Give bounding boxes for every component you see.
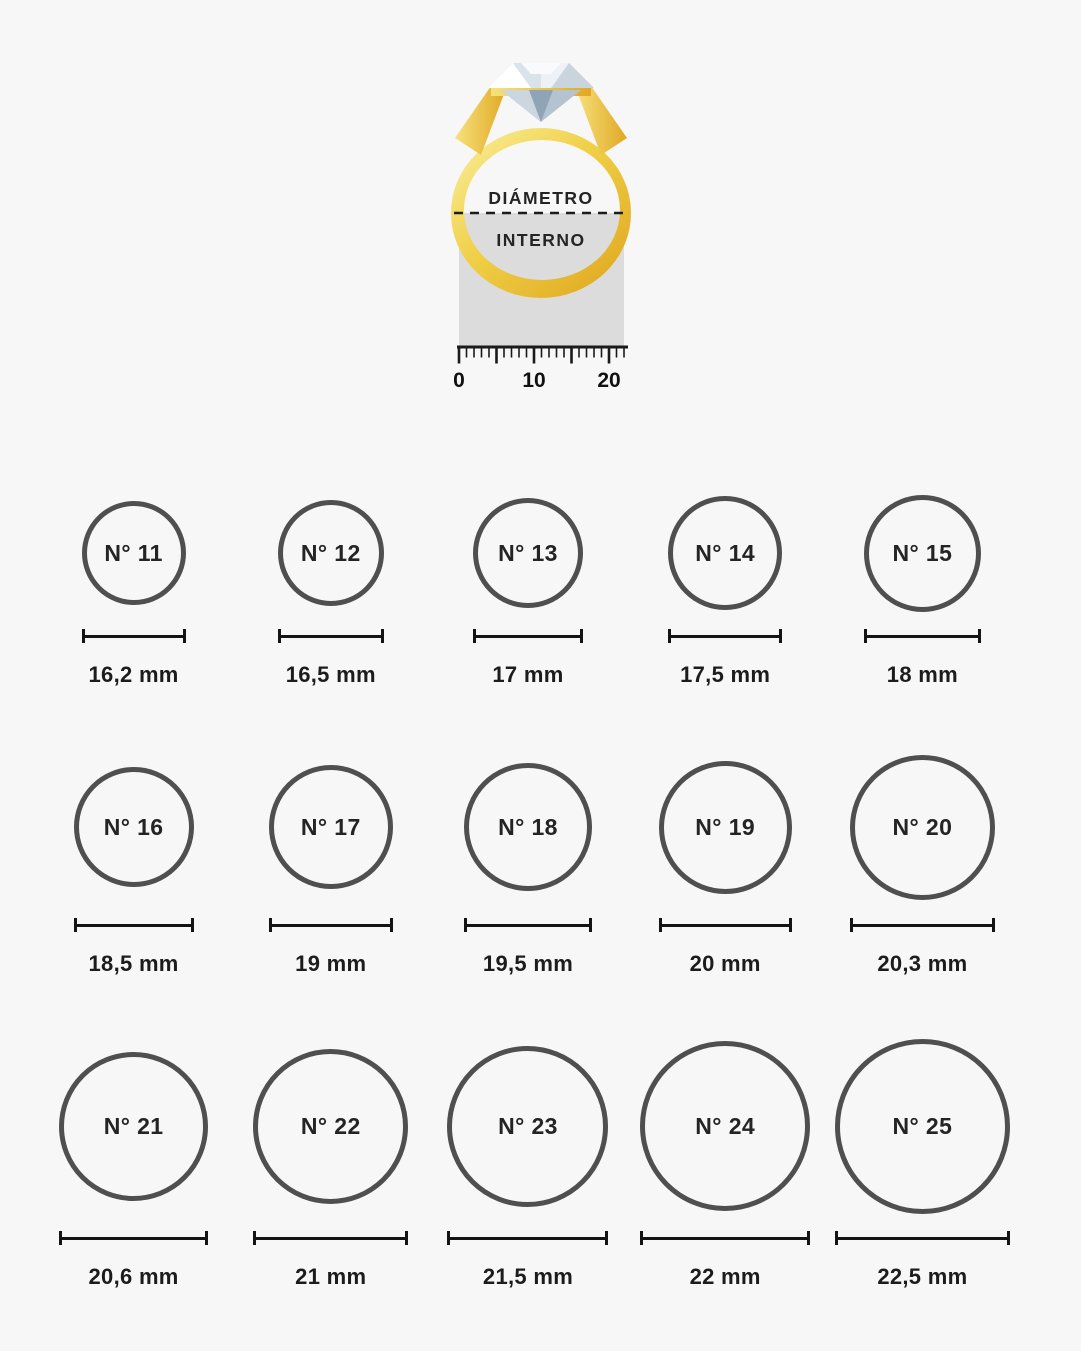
ruler-ticks: [457, 348, 625, 364]
ring-diameter-label: 20,3 mm: [877, 951, 968, 976]
ring-size-item: N° 21 20,6 mm: [59, 1037, 209, 1290]
ring-size-item: N° 13 17 mm: [472, 493, 583, 688]
size-row-2: N° 16 18,5 mm N° 17 19 mm N° 18 19,5 mm …: [35, 752, 1021, 977]
ring-diameter-label: 21,5 mm: [482, 1264, 574, 1289]
ring-size-item: N° 12 16,5 mm: [277, 493, 384, 688]
ring-number: N° 12: [300, 539, 361, 566]
diamond-icon: [487, 63, 594, 88]
diameter-measure-line: [253, 1231, 409, 1245]
ring-circle: N° 22: [253, 1048, 409, 1204]
ring-number: N° 17: [300, 813, 361, 840]
diameter-measure-line: [81, 629, 186, 643]
diameter-measure-line: [277, 629, 384, 643]
ring-number: N° 16: [103, 813, 164, 840]
ring-circle: N° 14: [668, 496, 783, 610]
diamond-pavilion: [500, 90, 581, 122]
ring-diameter-label: 20,6 mm: [88, 1264, 179, 1289]
ring-number: N° 19: [695, 813, 756, 840]
ring-number: N° 25: [892, 1112, 953, 1139]
ring-circle: N° 17: [268, 765, 393, 889]
ring-size-item: N° 25 22,5 mm: [834, 1037, 1010, 1290]
ring-circle: N° 11: [81, 501, 186, 605]
ring-diameter-label: 16,2 mm: [88, 662, 179, 687]
diameter-measure-line: [268, 918, 393, 932]
diameter-measure-line: [447, 1231, 609, 1245]
ring-circle: N° 25: [834, 1038, 1010, 1214]
ring-number: N° 18: [498, 813, 558, 840]
ring-circle: N° 24: [640, 1041, 811, 1211]
diameter-measure-line: [640, 1231, 811, 1245]
ring-diameter-label: 20 mm: [689, 951, 761, 976]
ring-diameter-label: 18,5 mm: [88, 951, 179, 976]
ring-circle: N° 18: [463, 763, 592, 891]
ring-size-item: N° 17 19 mm: [268, 752, 393, 977]
ring-circle: N° 12: [277, 500, 384, 606]
ring-diameter-label: 22,5 mm: [877, 1264, 968, 1289]
ring-number: N° 13: [498, 539, 558, 566]
diameter-measure-line: [863, 629, 981, 643]
ring-circle: N° 23: [447, 1045, 609, 1207]
ring-diameter-label: 16,5 mm: [285, 662, 376, 687]
ring-size-item: N° 24 22 mm: [640, 1037, 811, 1290]
ring-circle: N° 19: [658, 760, 792, 894]
diameter-measure-line: [668, 629, 783, 643]
diameter-measure-line: [849, 918, 995, 932]
ring-number: N° 20: [892, 813, 953, 840]
ring-number: N° 11: [104, 539, 163, 566]
diameter-measure-line: [658, 918, 792, 932]
ruler: 0 10 20: [453, 345, 628, 392]
ring-size-item: N° 14 17,5 mm: [668, 493, 783, 688]
ring-number: N° 22: [300, 1112, 361, 1139]
ring-size-item: N° 22 21 mm: [253, 1037, 409, 1290]
diameter-measure-line: [59, 1231, 209, 1245]
ruler-label-0: 0: [453, 369, 465, 392]
ring-size-item: N° 16 18,5 mm: [73, 752, 194, 977]
ring-size-item: N° 23 21,5 mm: [447, 1037, 609, 1290]
ring-size-item: N° 15 18 mm: [863, 493, 981, 688]
diameter-label-line1: DIÁMETRO: [488, 187, 593, 208]
ring-size-item: N° 20 20,3 mm: [849, 752, 995, 977]
diameter-measure-line: [834, 1231, 1010, 1245]
ring-diameter-label: 19,5 mm: [482, 951, 574, 976]
ring-diameter-label: 19 mm: [295, 951, 367, 976]
ring-diagram: DIÁMETRO INTERNO 0 10 20: [0, 0, 1081, 395]
ring-diameter-label: 17 mm: [492, 662, 564, 687]
ring-number: N° 21: [103, 1112, 164, 1139]
ring-illustration: DIÁMETRO INTERNO 0 10 20: [450, 63, 631, 392]
diameter-measure-line: [472, 629, 583, 643]
diameter-measure-line: [463, 918, 592, 932]
diameter-measure-line: [73, 918, 194, 932]
ring-number: N° 23: [498, 1112, 558, 1139]
ring-diameter-label: 22 mm: [689, 1264, 761, 1289]
size-row-3: N° 21 20,6 mm N° 22 21 mm N° 23 21,5 mm …: [35, 1037, 1021, 1290]
ring-size-item: N° 19 20 mm: [658, 752, 792, 977]
size-chart: N° 11 16,2 mm N° 12 16,5 mm N° 13 17 mm …: [0, 493, 1081, 1290]
ring-diameter-label: 17,5 mm: [680, 662, 771, 687]
size-row-1: N° 11 16,2 mm N° 12 16,5 mm N° 13 17 mm …: [35, 493, 1021, 688]
ring-size-item: N° 11 16,2 mm: [81, 493, 186, 688]
ring-number: N° 14: [695, 539, 756, 566]
ring-diameter-label: 18 mm: [886, 662, 958, 687]
ring-circle: N° 13: [472, 498, 583, 608]
ring-circle: N° 16: [73, 767, 194, 887]
ring-diameter-label: 21 mm: [295, 1264, 367, 1289]
ruler-label-10: 10: [522, 369, 545, 392]
ring-circle: N° 20: [849, 754, 995, 900]
diameter-label-line2: INTERNO: [496, 230, 585, 250]
ring-number: N° 15: [892, 539, 953, 566]
ring-circle: N° 15: [863, 494, 981, 612]
ring-size-item: N° 18 19,5 mm: [463, 752, 592, 977]
ring-number: N° 24: [695, 1112, 756, 1139]
ruler-label-20: 20: [597, 369, 620, 392]
ring-circle: N° 21: [59, 1051, 209, 1201]
